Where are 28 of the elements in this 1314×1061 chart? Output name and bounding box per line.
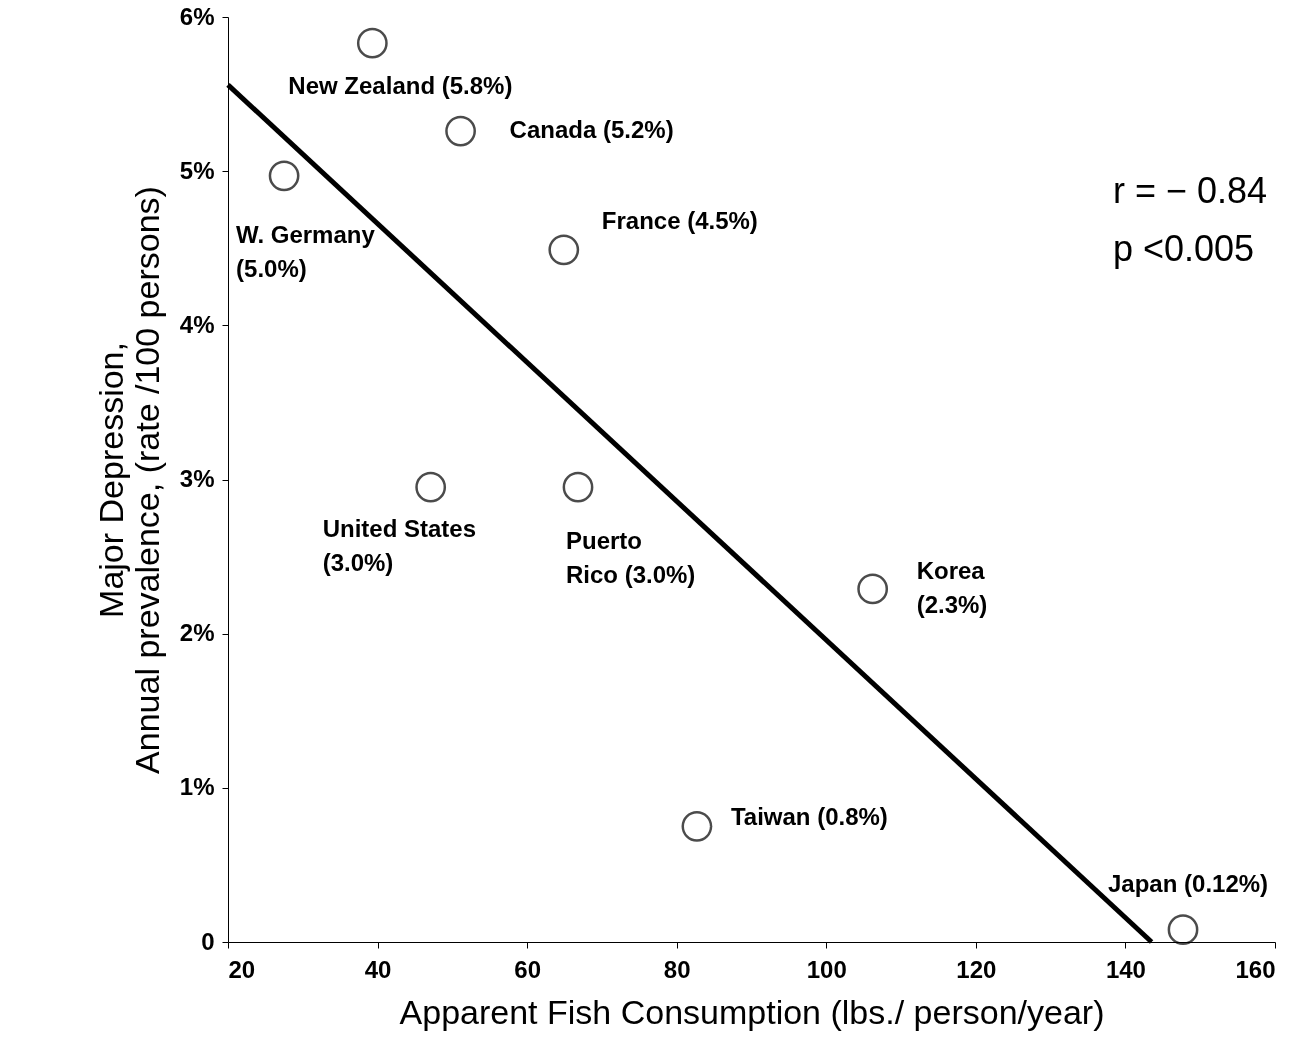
x-tick-label: 20 [228,955,256,983]
annotation: Korea (2.3%) [916,556,988,618]
x-tick-label: 100 [806,955,847,983]
y-tick-label: 6% [179,2,215,30]
annotation: W. Germany (5.0%) [236,220,376,282]
annotation: Puerto Rico (3.0%) [566,527,696,589]
x-tick-label: 140 [1105,955,1146,983]
y-tick-label: 0 [201,927,215,955]
y-axis-title: Major Depression, Annual prevalence, (rate /100 persons) [91,186,166,774]
annotation: Japan (0.12%) [1108,869,1269,897]
y-tick-label: 2% [179,619,215,647]
y-tick-label: 3% [179,465,215,492]
y-tick-label: 4% [179,310,215,338]
y-tick-label: 1% [179,773,215,801]
y-tick-label: 5% [179,156,215,184]
x-tick-label: 60 [514,955,541,983]
x-tick-label: 120 [956,955,997,983]
annotation: France (4.5%) [601,206,758,234]
annotation: United States (3.0%) [322,515,477,577]
annotation: Taiwan (0.8%) [730,803,888,831]
annotation: r = − 0.84 [1113,170,1268,211]
x-tick-label: 160 [1235,955,1276,983]
x-tick-label: 40 [364,955,392,983]
x-axis-title: Apparent Fish Consumption (lbs./ person/year) [399,992,1105,1031]
annotation: New Zealand (5.8%) [288,72,513,100]
annotation: Canada (5.2%) [509,116,674,144]
x-tick-label: 80 [663,955,691,983]
annotation: p <0.005 [1113,228,1255,269]
